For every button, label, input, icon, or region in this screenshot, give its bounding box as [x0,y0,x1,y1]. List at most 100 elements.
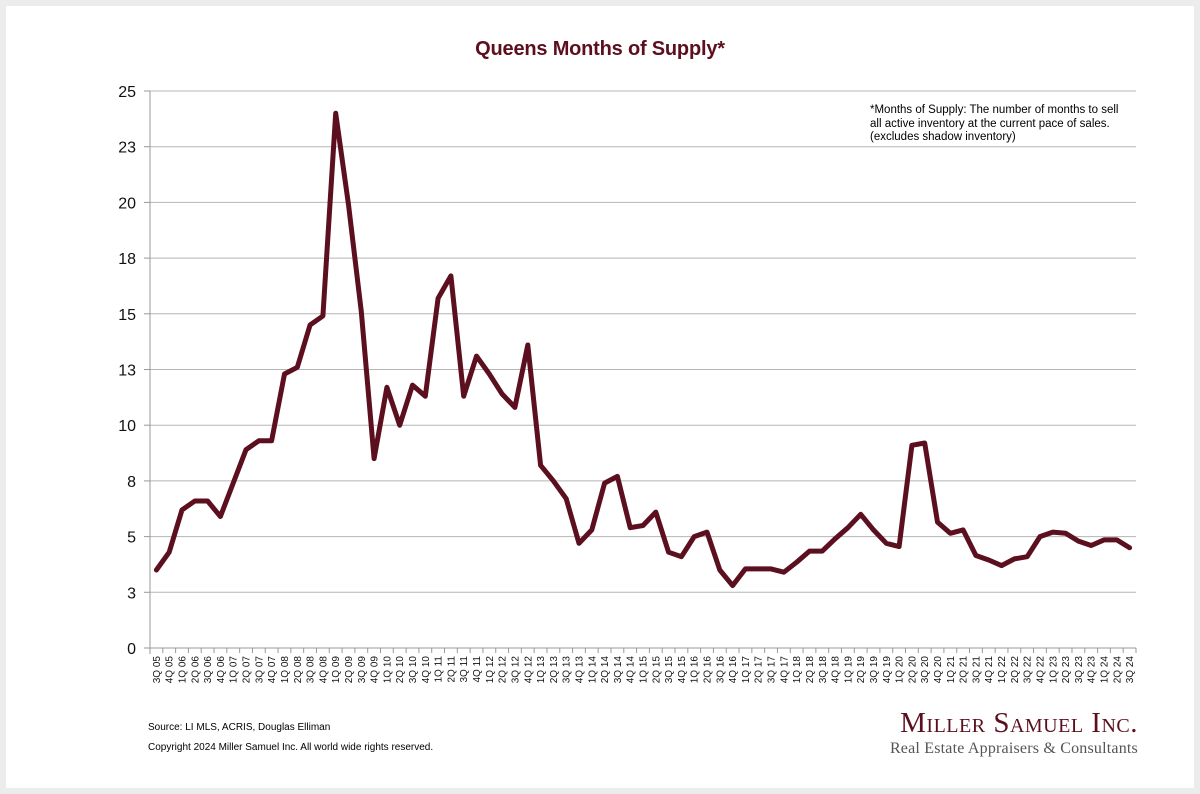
x-tick-label: 4Q 05 [165,656,176,684]
x-tick-label: 2Q 11 [446,656,457,683]
x-tick-label: 3Q 16 [715,656,726,684]
x-tick-label: 1Q 18 [792,656,803,684]
y-tick-label: 20 [118,195,136,212]
y-tick-label: 13 [118,363,136,380]
x-tick-label: 4Q 23 [1087,656,1098,684]
x-tick-label: 1Q 23 [1048,656,1059,684]
x-tick-label: 3Q 05 [152,656,163,684]
note-line: all active inventory at the current pace… [870,117,1110,130]
x-tick-label: 2Q 15 [651,656,662,684]
x-tick-label: 4Q 06 [216,656,227,684]
x-tick-label: 1Q 21 [946,656,957,684]
y-tick-label: 18 [118,251,136,268]
x-tick-label: 2Q 10 [395,656,406,684]
x-tick-label: 1Q 22 [997,656,1008,684]
x-tick-label: 4Q 19 [882,656,893,684]
y-axis: 0 3 5 8 10 13 15 18 20 23 25 [118,84,151,658]
x-tick-label: 4Q 10 [421,656,432,684]
x-tick-label: 1Q 16 [690,656,701,684]
x-tick-label: 2Q 24 [1112,656,1123,684]
x-tick-label: 4Q 11 [472,656,483,683]
x-tick-label: 4Q 18 [831,656,842,684]
x-tick-label: 2Q 09 [344,656,355,684]
x-tick-label: 4Q 22 [1035,656,1046,684]
x-tick-label: 3Q 12 [510,656,521,684]
x-tick-label: 2Q 18 [805,656,816,684]
x-tick-label: 1Q 09 [331,656,342,684]
y-tick-label: 10 [118,418,136,435]
x-tick-label: 1Q 12 [485,656,496,684]
y-tick-label: 5 [127,530,136,547]
x-tick-label: 2Q 20 [907,656,918,684]
x-tick-label: 2Q 13 [549,656,560,684]
x-tick-label: 3Q 18 [818,656,829,684]
x-tick-label: 1Q 14 [587,656,598,684]
x-tick-label: 3Q 11 [459,656,470,683]
x-tick-label: 3Q 13 [562,656,573,684]
x-tick-label: 4Q 13 [574,656,585,684]
y-tick-label: 3 [127,585,136,602]
x-tick-label: 2Q 17 [754,656,765,684]
x-tick-label: 2Q 21 [959,656,970,684]
x-tick-label: 4Q 07 [267,656,278,684]
x-axis: 3Q 05 4Q 05 1Q 06 2Q 06 3Q 06 4Q 06 1Q 07 2Q 07… [144,647,1137,684]
y-tick-label: 8 [127,474,136,491]
x-tick-label: 3Q 17 [767,656,778,684]
y-tick-label: 25 [118,84,136,101]
y-tick-label: 0 [127,641,136,658]
logo-name: Miller Samuel Inc. [900,707,1138,739]
x-tick-label: 3Q 14 [613,656,624,684]
x-tick-label: 1Q 15 [639,656,650,684]
x-tick-label: 4Q 20 [933,656,944,684]
x-tick-label: 1Q 11 [434,656,445,683]
series-line [153,110,1133,589]
x-tick-label: 1Q 19 [843,656,854,684]
company-logo: Miller Samuel Inc. Real Estate Appraiser… [890,708,1138,760]
x-tick-label: 4Q 17 [779,656,790,684]
x-tick-label: 2Q 22 [1010,656,1021,684]
x-tick-label: 2Q 07 [242,656,253,684]
x-tick-label: 1Q 06 [178,656,189,684]
chart-title: Queens Months of Supply* [475,38,725,60]
source-text: Source: LI MLS, ACRIS, Douglas Elliman [148,722,331,733]
x-tick-label: 2Q 23 [1061,656,1072,684]
x-tick-label: 4Q 16 [728,656,739,684]
note-line: (excludes shadow inventory) [870,131,1016,143]
x-tick-label: 1Q 08 [280,656,291,684]
x-tick-label: 4Q 14 [626,656,637,684]
y-tick-label: 23 [118,140,136,157]
footer: Source: LI MLS, ACRIS, Douglas Elliman C… [148,718,433,758]
x-tick-label: 2Q 08 [293,656,304,684]
x-tick-label: 3Q 21 [971,656,982,684]
x-tick-label: 4Q 15 [677,656,688,684]
x-tick-label: 3Q 20 [920,656,931,684]
x-tick-label: 1Q 17 [741,656,752,684]
x-tick-label: 2Q 14 [600,656,611,684]
x-tick-label: 3Q 15 [664,656,675,684]
copyright-text: Copyright 2024 Miller Samuel Inc. All wo… [148,742,434,753]
x-tick-label: 3Q 07 [254,656,265,684]
x-tick-label: 2Q 12 [498,656,509,684]
x-tick-label: 1Q 20 [895,656,906,684]
x-tick-label: 1Q 07 [229,656,240,684]
x-tick-label: 2Q 16 [703,656,714,684]
x-tick-label: 3Q 24 [1125,656,1136,684]
x-tick-label: 3Q 23 [1074,656,1085,684]
x-tick-label: 2Q 06 [190,656,201,684]
x-tick-label: 3Q 06 [203,656,214,684]
x-tick-label: 2Q 19 [856,656,867,684]
x-tick-label: 1Q 24 [1099,656,1110,684]
x-tick-label: 4Q 09 [370,656,381,684]
x-tick-label: 3Q 19 [869,656,880,684]
x-tick-label: 1Q 13 [536,656,547,684]
logo-tagline: Real Estate Appraisers & Consultants [889,740,1138,757]
gridlines [150,90,1136,593]
x-tick-label: 4Q 08 [318,656,329,684]
chart-frame [6,6,1194,788]
x-tick-label: 3Q 08 [306,656,317,684]
x-tick-label: 4Q 21 [984,656,995,684]
x-tick-label: 4Q 12 [523,656,534,684]
y-tick-label: 15 [118,307,136,324]
x-tick-label: 3Q 09 [357,656,368,684]
